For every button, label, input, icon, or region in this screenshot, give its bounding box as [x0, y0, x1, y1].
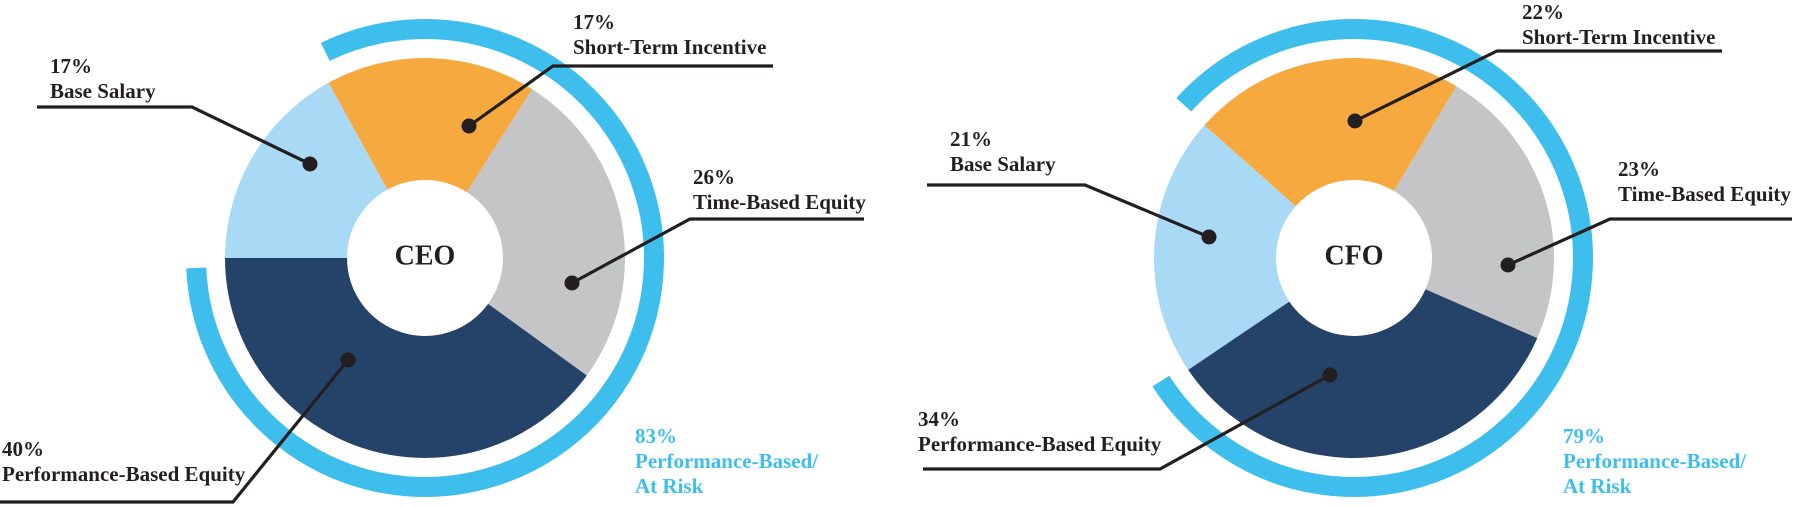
summary-percent: 83%	[635, 424, 677, 448]
cfo-callout-performance-based-equity: 34% Performance-Based Equity	[918, 407, 1161, 457]
callout-percent: 40%	[2, 437, 44, 461]
summary-percent: 79%	[1563, 424, 1605, 448]
ceo-highlight-arc	[186, 19, 664, 497]
callout-label: Base Salary	[950, 152, 1056, 176]
ceo-leader-line-short-term-incentive	[468, 64, 773, 128]
callout-label: Time-Based Equity	[693, 190, 866, 214]
ceo-donut-segment-performance-based-equity	[225, 258, 587, 458]
cfo-callout-time-based-equity: 23% Time-Based Equity	[1618, 157, 1791, 207]
summary-label-line: At Risk	[1563, 474, 1632, 498]
ceo-donut-segment-short-term-incentive	[328, 58, 533, 193]
callout-label: Base Salary	[50, 79, 156, 103]
cfo-donut-segment-base-salary	[1154, 125, 1296, 370]
callout-label: Short-Term Incentive	[573, 35, 767, 59]
ceo-leader-dot-time-based-equity	[564, 275, 580, 291]
callout-label: Performance-Based Equity	[918, 432, 1162, 456]
ceo-callout-base-salary: 17% Base Salary	[50, 54, 156, 104]
ceo-center-label: CEO	[394, 240, 456, 272]
cfo-highlight-arc	[1152, 19, 1593, 497]
donut-chart-cfo	[923, 19, 1792, 497]
cfo-leader-line-base-salary	[927, 183, 1210, 239]
ceo-leader-line-time-based-equity	[571, 217, 864, 285]
cfo-center-label: CFO	[1324, 240, 1384, 272]
ceo-leader-line-performance-based-equity	[0, 358, 350, 504]
ceo-callout-time-based-equity: 26% Time-Based Equity	[693, 165, 866, 215]
summary-label-line: Performance-Based/	[635, 449, 819, 473]
cfo-callout-short-term-incentive: 22% Short-Term Incentive	[1522, 0, 1715, 50]
callout-percent: 17%	[573, 10, 615, 34]
cfo-leader-dot-time-based-equity	[1500, 257, 1516, 273]
cfo-callout-base-salary: 21% Base Salary	[950, 127, 1056, 177]
cfo-leader-dot-short-term-incentive	[1347, 113, 1363, 129]
cfo-donut-segment-performance-based-equity	[1188, 289, 1538, 458]
summary-label-line: Performance-Based/	[1563, 449, 1747, 473]
cfo-leader-line-short-term-incentive	[1354, 49, 1722, 123]
callout-percent: 22%	[1522, 0, 1564, 24]
callout-percent: 21%	[950, 127, 992, 151]
callout-label: Performance-Based Equity	[2, 462, 246, 486]
cfo-leader-dot-base-salary	[1201, 229, 1217, 245]
callout-percent: 34%	[918, 407, 960, 431]
callout-label: Short-Term Incentive	[1522, 25, 1716, 49]
ceo-leader-dot-performance-based-equity	[340, 352, 356, 368]
donut-chart-ceo	[0, 19, 864, 504]
cfo-highlight-summary: 79% Performance-Based/At Risk	[1563, 424, 1746, 499]
ceo-leader-dot-short-term-incentive	[461, 118, 477, 134]
callout-label: Time-Based Equity	[1618, 182, 1791, 206]
ceo-callout-short-term-incentive: 17% Short-Term Incentive	[573, 10, 766, 60]
callout-percent: 17%	[50, 54, 92, 78]
cfo-leader-line-time-based-equity	[1507, 217, 1792, 267]
cfo-donut-segment-short-term-incentive	[1204, 58, 1457, 207]
cfo-donut-segment-time-based-equity	[1393, 86, 1554, 339]
callout-percent: 26%	[693, 165, 735, 189]
ceo-donut-segment-time-based-equity	[466, 89, 625, 376]
ceo-callout-performance-based-equity: 40% Performance-Based Equity	[2, 437, 245, 487]
callout-percent: 23%	[1618, 157, 1660, 181]
ceo-leader-line-base-salary	[37, 105, 311, 166]
cfo-leader-line-performance-based-equity	[923, 373, 1331, 471]
cfo-leader-dot-performance-based-equity	[1322, 367, 1338, 383]
summary-label-line: At Risk	[635, 474, 704, 498]
ceo-highlight-summary: 83% Performance-Based/At Risk	[635, 424, 818, 499]
ceo-leader-dot-base-salary	[302, 156, 318, 172]
